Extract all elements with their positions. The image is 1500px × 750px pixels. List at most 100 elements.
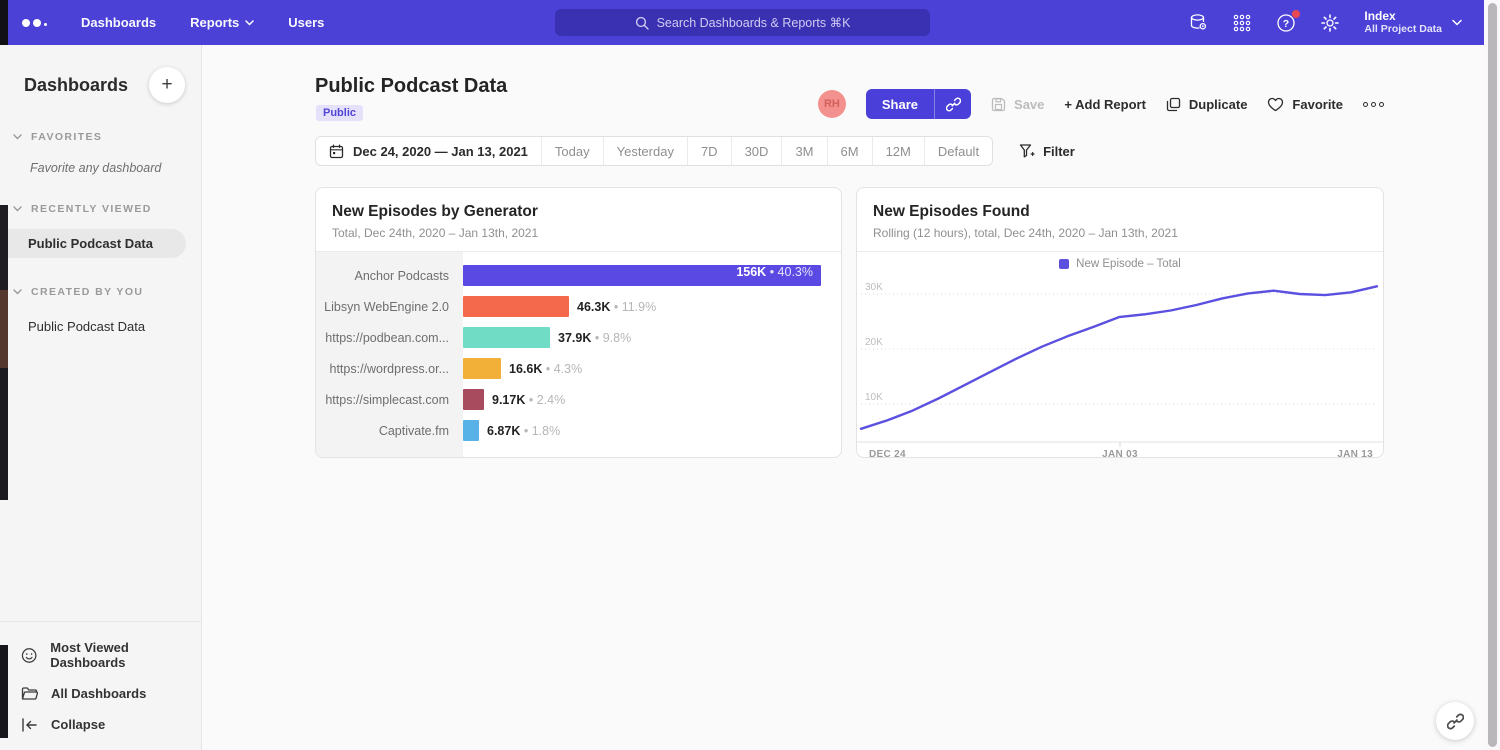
most-viewed-dashboards-button[interactable]: Most Viewed Dashboards [0, 632, 201, 678]
bar-row[interactable]: https://simplecast.com 9.17K • 2.4% [316, 384, 841, 415]
heart-icon [1268, 97, 1284, 111]
card-subtitle: Rolling (12 hours), total, Dec 24th, 202… [873, 226, 1178, 240]
bar[interactable] [463, 420, 479, 441]
mixpanel-logo-icon[interactable] [22, 18, 47, 27]
bar-value-label: 46.3K • 11.9% [577, 299, 657, 314]
nav-item-reports[interactable]: Reports [190, 15, 255, 30]
bar-value-label: 37.9K • 9.8% [558, 330, 632, 345]
date-preset-30d[interactable]: 30D [730, 137, 782, 165]
bar-category-label: Libsyn WebEngine 2.0 [324, 299, 449, 314]
section-label: RECENTLY VIEWED [31, 203, 152, 215]
project-subtitle: All Project Data [1364, 23, 1442, 35]
chevron-down-icon [13, 134, 22, 140]
section-recently-viewed[interactable]: RECENTLY VIEWED [0, 203, 201, 215]
y-tick-label: 10K [865, 392, 883, 403]
copy-link-fab[interactable] [1436, 702, 1474, 740]
date-preset-12m[interactable]: 12M [871, 137, 924, 165]
filter-funnel-icon [1019, 144, 1035, 158]
x-tick-label: DEC 24 [869, 449, 906, 458]
card-title: New Episodes Found [873, 203, 1030, 220]
search-icon [635, 16, 649, 30]
x-tick-label: JAN 13 [1337, 449, 1373, 458]
more-options-button[interactable] [1363, 101, 1384, 107]
bar-chart: Anchor Podcasts 156K • 40.3% Libsyn WebEng… [316, 252, 841, 457]
nav-item-label: Users [288, 15, 325, 30]
footer-label: Collapse [51, 717, 106, 732]
date-preset-3m[interactable]: 3M [781, 137, 826, 165]
search-input[interactable]: Search Dashboards & Reports ⌘K [555, 9, 930, 36]
chevron-down-icon [13, 289, 22, 295]
favorite-label: Favorite [1292, 96, 1343, 112]
page-scrollbar[interactable] [1484, 0, 1500, 750]
card-new-episodes-by-generator[interactable]: New Episodes by Generator Total, Dec 24t… [315, 187, 842, 458]
chart-legend: New Episode – Total [857, 252, 1383, 275]
share-link-segment[interactable] [935, 89, 971, 119]
y-tick-label: 20K [865, 337, 883, 348]
date-range-picker[interactable]: Dec 24, 2020 — Jan 13, 2021 [316, 137, 541, 165]
date-preset-6m[interactable]: 6M [826, 137, 872, 165]
link-icon [945, 97, 961, 111]
collapse-sidebar-button[interactable]: Collapse [0, 709, 201, 740]
help-icon[interactable]: ? [1276, 9, 1301, 33]
bar-value-label: 16.6K • 4.3% [509, 361, 583, 376]
add-dashboard-button[interactable]: + [149, 67, 185, 103]
section-created-by-you[interactable]: CREATED BY YOU [0, 286, 201, 298]
bar-row[interactable]: https://wordpress.or... 16.6K • 4.3% [316, 353, 841, 384]
section-label: FAVORITES [31, 131, 103, 143]
y-tick-label: 30K [865, 282, 883, 293]
main-content: Public Podcast Data Public RH Share Save… [202, 45, 1484, 750]
smiley-icon [21, 647, 37, 663]
sidebar-item-public-podcast-data[interactable]: Public Podcast Data [28, 319, 146, 334]
bar-label-column [316, 252, 463, 457]
sidebar: Dashboards + FAVORITES Favorite any dash… [0, 45, 202, 750]
apps-grid-icon[interactable] [1232, 13, 1252, 33]
date-preset-7d[interactable]: 7D [686, 137, 731, 165]
date-preset-today[interactable]: Today [540, 137, 603, 165]
bar-row[interactable]: Libsyn WebEngine 2.0 46.3K • 11.9% [316, 291, 841, 322]
card-subtitle: Total, Dec 24th, 2020 – Jan 13th, 2021 [332, 226, 539, 240]
bar-row[interactable]: Captivate.fm 6.87K • 1.8% [316, 415, 841, 446]
duplicate-icon [1166, 97, 1181, 111]
bar[interactable] [463, 296, 569, 317]
legend-swatch [1059, 258, 1070, 269]
sidebar-item-public-podcast-data[interactable]: Public Podcast Data [0, 229, 186, 258]
nav-item-label: Dashboards [81, 15, 157, 30]
nav-item-dashboards[interactable]: Dashboards [81, 15, 156, 30]
bar-category-label: Anchor Podcasts [354, 268, 450, 283]
bar-row[interactable]: Anchor Podcasts 156K • 40.3% [316, 260, 841, 291]
project-switcher[interactable]: Index All Project Data [1364, 9, 1462, 36]
card-new-episodes-found[interactable]: New Episodes Found Rolling (12 hours), t… [856, 187, 1384, 458]
line-chart: 30K 20K 10K DEC 24 JAN 03 JAN 13 [857, 275, 1383, 458]
settings-gear-icon[interactable] [1320, 13, 1340, 33]
page-title: Public Podcast Data [315, 75, 508, 97]
avatar[interactable]: RH [817, 90, 846, 118]
date-range-label: Dec 24, 2020 — Jan 13, 2021 [353, 143, 528, 159]
bar-category-label: Captivate.fm [378, 423, 449, 438]
date-preset-default[interactable]: Default [923, 137, 992, 165]
bar[interactable] [463, 389, 484, 410]
favorite-button[interactable]: Favorite [1267, 97, 1343, 112]
bar[interactable] [463, 327, 550, 348]
top-navbar: Dashboards Reports Users Search Dashboar… [0, 0, 1484, 45]
bar-category-label: https://wordpress.or... [329, 361, 450, 376]
duplicate-button[interactable]: Duplicate [1166, 97, 1247, 112]
save-icon [991, 97, 1006, 111]
bar[interactable]: 156K • 40.3% [463, 265, 821, 286]
all-dashboards-button[interactable]: All Dashboards [0, 678, 201, 709]
bar[interactable] [463, 358, 501, 379]
save-button[interactable]: Save [991, 97, 1044, 112]
data-management-icon[interactable] [1188, 13, 1208, 33]
filter-button[interactable]: Filter [1019, 143, 1075, 159]
link-icon [1446, 713, 1464, 729]
x-tick-label: JAN 03 [1102, 449, 1138, 458]
scrollbar-thumb[interactable] [1488, 3, 1497, 747]
bar-row[interactable]: https://podbean.com... 37.9K • 9.8% [316, 322, 841, 353]
share-button[interactable]: Share [865, 89, 972, 119]
date-preset-yesterday[interactable]: Yesterday [602, 137, 687, 165]
chevron-down-icon [13, 206, 22, 212]
legend-label: New Episode – Total [1076, 257, 1181, 270]
nav-item-users[interactable]: Users [288, 15, 324, 30]
bar-category-label: https://simplecast.com [325, 392, 449, 407]
section-favorites[interactable]: FAVORITES [0, 131, 201, 143]
add-report-button[interactable]: + Add Report [1064, 97, 1146, 112]
